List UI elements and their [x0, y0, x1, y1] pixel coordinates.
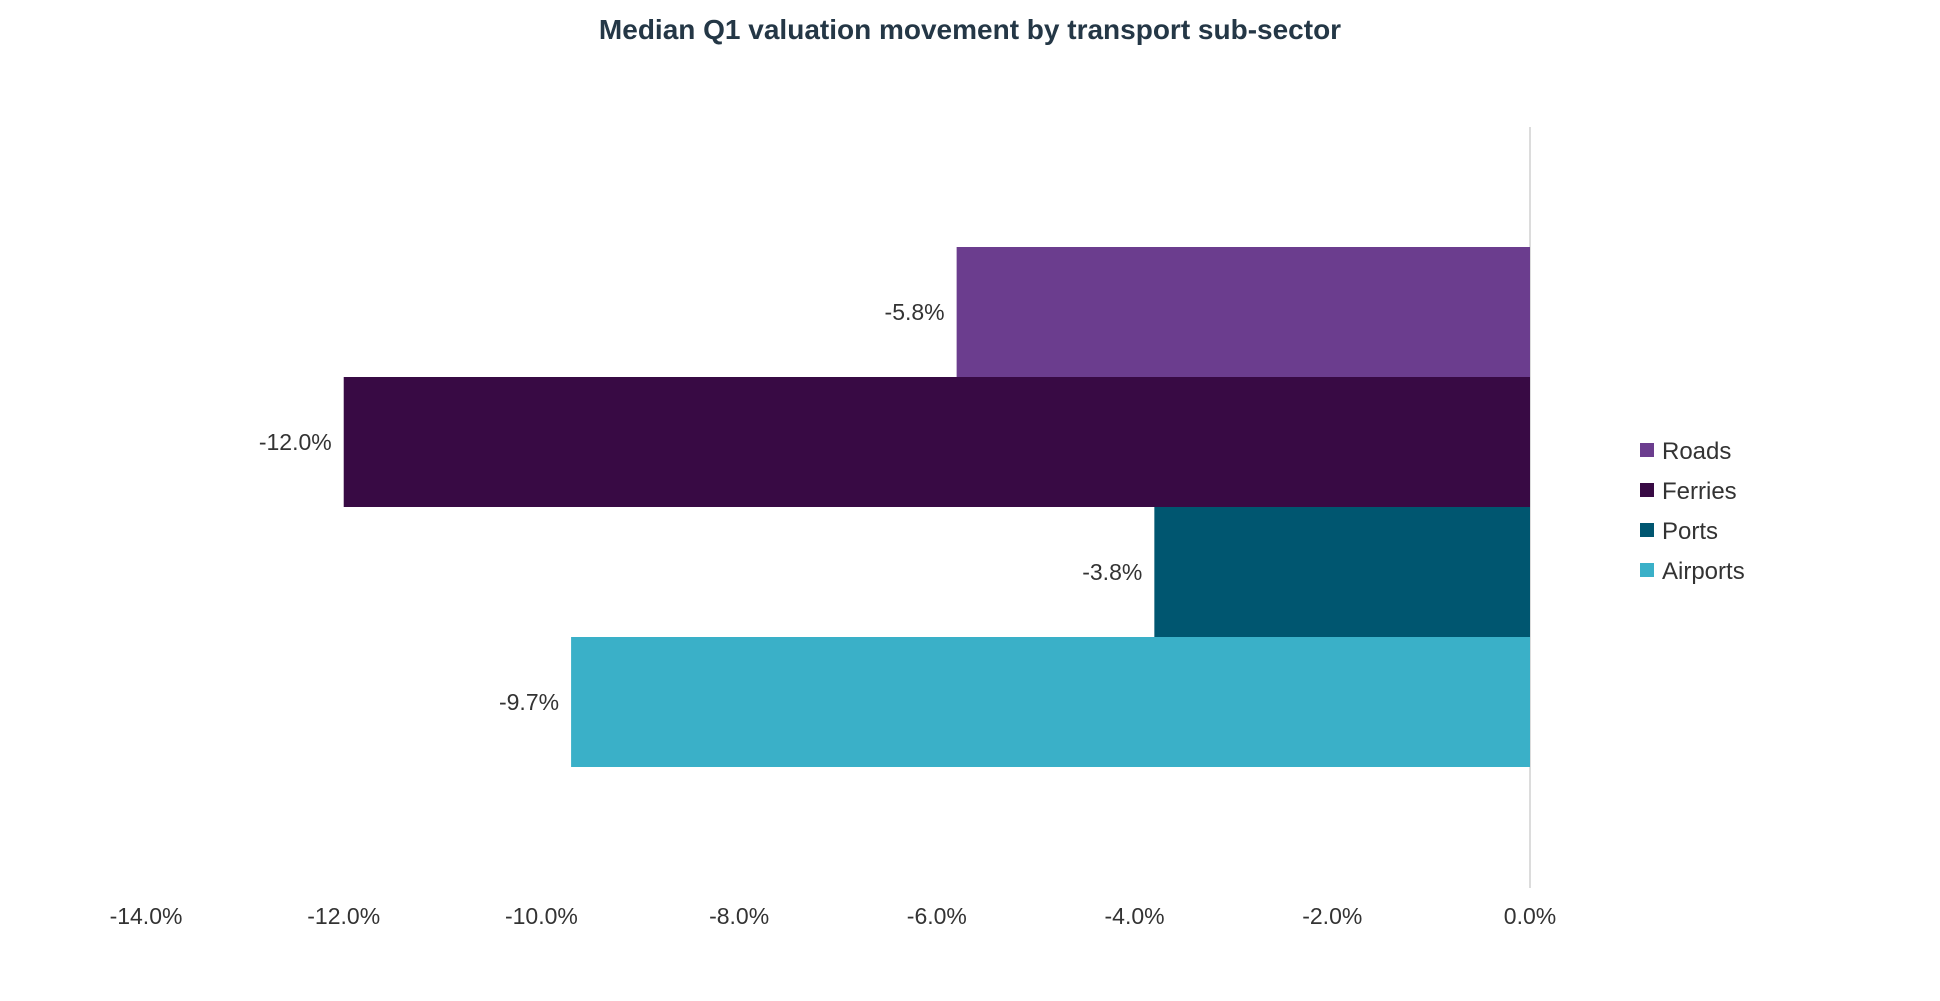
legend-label-airports: Airports: [1662, 558, 1745, 585]
legend-label-ports: Ports: [1662, 518, 1718, 545]
legend-swatch-airports: [1640, 563, 1654, 577]
x-tick-label: -10.0%: [505, 903, 578, 929]
x-tick-label: -2.0%: [1302, 903, 1362, 929]
chart-title: Median Q1 valuation movement by transpor…: [598, 14, 1342, 45]
legend-swatch-roads: [1640, 443, 1654, 457]
legend-label-ferries: Ferries: [1662, 478, 1737, 505]
legend-swatch-ports: [1640, 523, 1654, 537]
x-tick-label: 0.0%: [1504, 903, 1556, 929]
data-label-airports: -9.7%: [499, 689, 559, 715]
x-tick-label: -4.0%: [1105, 903, 1165, 929]
bar-ferries: [343, 377, 1530, 507]
bar-ports: [1154, 507, 1530, 637]
x-tick-label: -14.0%: [110, 903, 183, 929]
bar-airports: [571, 637, 1530, 767]
data-label-ferries: -12.0%: [259, 429, 332, 455]
bar-roads: [956, 247, 1530, 377]
legend-label-roads: Roads: [1662, 438, 1731, 465]
legend-swatch-ferries: [1640, 483, 1654, 497]
data-label-ports: -3.8%: [1082, 559, 1142, 585]
x-tick-label: -12.0%: [307, 903, 380, 929]
data-label-roads: -5.8%: [885, 299, 945, 325]
x-tick-label: -6.0%: [907, 903, 967, 929]
x-tick-label: -8.0%: [709, 903, 769, 929]
